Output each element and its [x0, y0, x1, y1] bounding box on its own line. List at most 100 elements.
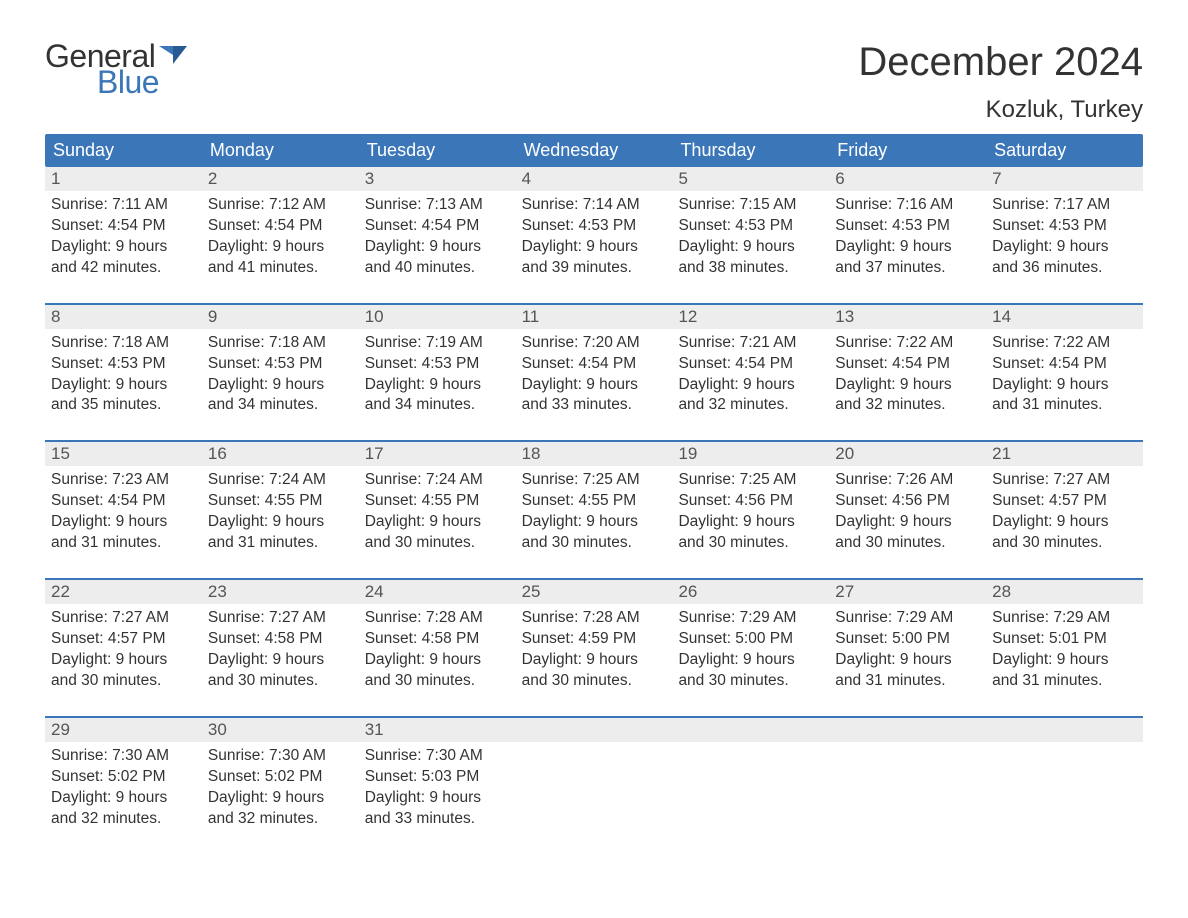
day-cell: 30Sunrise: 7:30 AMSunset: 5:02 PMDayligh… — [202, 718, 359, 840]
day-number: 27 — [829, 580, 986, 604]
day-cell: 12 Sunrise: 7:21 AMSunset: 4:54 PMDayligh… — [672, 305, 829, 427]
sunset-line: Sunset: 4:53 PM — [365, 354, 510, 375]
day-cell: 14 Sunrise: 7:22 AMSunset: 4:54 PMDayligh… — [986, 305, 1143, 427]
sunset-line: Sunset: 4:53 PM — [51, 354, 196, 375]
empty-day-bar — [672, 718, 829, 742]
day-content: Sunrise: 7:21 AMSunset: 4:54 PMDaylight:… — [678, 333, 823, 417]
day-cell: 23Sunrise: 7:27 AMSunset: 4:58 PMDayligh… — [202, 580, 359, 702]
daylight-line: Daylight: 9 hours and 40 minutes. — [365, 237, 510, 279]
sunrise-line: Sunrise: 7:27 AM — [992, 470, 1137, 491]
day-number: 13 — [829, 305, 986, 329]
day-content: Sunrise: 7:18 AMSunset: 4:53 PMDaylight:… — [51, 333, 196, 417]
day-cell: 29Sunrise: 7:30 AMSunset: 5:02 PMDayligh… — [45, 718, 202, 840]
week-row: 1Sunrise: 7:11 AMSunset: 4:54 PMDaylight… — [45, 167, 1143, 289]
sunrise-line: Sunrise: 7:11 AM — [51, 195, 196, 216]
day-cell — [986, 718, 1143, 840]
sunrise-line: Sunrise: 7:29 AM — [992, 608, 1137, 629]
day-number: 12 — [672, 305, 829, 329]
day-number: 20 — [829, 442, 986, 466]
sunrise-line: Sunrise: 7:18 AM — [208, 333, 353, 354]
location-subtitle: Kozluk, Turkey — [858, 96, 1143, 124]
sunrise-line: Sunrise: 7:29 AM — [835, 608, 980, 629]
sunset-line: Sunset: 4:56 PM — [835, 491, 980, 512]
day-number: 14 — [986, 305, 1143, 329]
sunset-line: Sunset: 4:54 PM — [51, 216, 196, 237]
sunrise-line: Sunrise: 7:24 AM — [208, 470, 353, 491]
sunrise-line: Sunrise: 7:21 AM — [678, 333, 823, 354]
day-cell: 18Sunrise: 7:25 AMSunset: 4:55 PMDayligh… — [516, 442, 673, 564]
sunrise-line: Sunrise: 7:25 AM — [522, 470, 667, 491]
sunrise-line: Sunrise: 7:30 AM — [51, 746, 196, 767]
day-content: Sunrise: 7:22 AMSunset: 4:54 PMDaylight:… — [992, 333, 1137, 417]
empty-day-bar — [516, 718, 673, 742]
day-content: Sunrise: 7:25 AMSunset: 4:56 PMDaylight:… — [678, 470, 823, 554]
daylight-line: Daylight: 9 hours and 32 minutes. — [678, 375, 823, 417]
day-number: 19 — [672, 442, 829, 466]
day-number: 8 — [45, 305, 202, 329]
day-cell: 7Sunrise: 7:17 AMSunset: 4:53 PMDaylight… — [986, 167, 1143, 289]
day-number: 24 — [359, 580, 516, 604]
week-row: 22 Sunrise: 7:27 AMSunset: 4:57 PM Dayligh… — [45, 578, 1143, 702]
sunset-line: Sunset: 4:57 PM — [51, 629, 196, 650]
day-header: Wednesday — [516, 134, 673, 167]
daylight-line: Daylight: 9 hours and 32 minutes. — [835, 375, 980, 417]
day-number: 5 — [672, 167, 829, 191]
day-content: Sunrise: 7:16 AMSunset: 4:53 PMDaylight:… — [835, 195, 980, 279]
day-content: Sunrise: 7:15 AMSunset: 4:53 PMDaylight:… — [678, 195, 823, 279]
sunrise-line: Sunrise: 7:30 AM — [365, 746, 510, 767]
daylight-line: Daylight: 9 hours and 42 minutes. — [51, 237, 196, 279]
day-cell: 22Sunrise: 7:27 AMSunset: 4:57 PMDayligh… — [45, 580, 202, 702]
sunrise-line: Sunrise: 7:20 AM — [522, 333, 667, 354]
day-number: 11 — [516, 305, 673, 329]
day-number: 17 — [359, 442, 516, 466]
day-cell — [829, 718, 986, 840]
day-cell: 17 Sunrise: 7:24 AMSunset: 4:55 PMDayligh… — [359, 442, 516, 564]
day-content: Sunrise: 7:14 AMSunset: 4:53 PMDaylight:… — [522, 195, 667, 279]
sunrise-line: Sunrise: 7:22 AM — [992, 333, 1137, 354]
logo-text-blue: Blue — [97, 66, 187, 98]
day-content: Sunrise: 7:13 AMSunset: 4:54 PMDaylight:… — [365, 195, 510, 279]
day-cell: 26Sunrise: 7:29 AMSunset: 5:00 PMDayligh… — [672, 580, 829, 702]
day-cell: 8 Sunrise: 7:18 AMSunset: 4:53 PMDaylight… — [45, 305, 202, 427]
sunrise-line: Sunrise: 7:23 AM — [51, 470, 196, 491]
daylight-line: Daylight: 9 hours and 34 minutes. — [365, 375, 510, 417]
day-header: Saturday — [986, 134, 1143, 167]
sunrise-line: Sunrise: 7:29 AM — [678, 608, 823, 629]
daylight-line: Daylight: 9 hours and 38 minutes. — [678, 237, 823, 279]
day-cell: 21Sunrise: 7:27 AMSunset: 4:57 PMDayligh… — [986, 442, 1143, 564]
sunrise-line: Sunrise: 7:27 AM — [51, 608, 196, 629]
daylight-line: Daylight: 9 hours and 36 minutes. — [992, 237, 1137, 279]
day-number: 4 — [516, 167, 673, 191]
day-cell: 16Sunrise: 7:24 AMSunset: 4:55 PMDayligh… — [202, 442, 359, 564]
daylight-line: Daylight: 9 hours and 30 minutes. — [522, 650, 667, 692]
sunrise-line: Sunrise: 7:19 AM — [365, 333, 510, 354]
day-content: Sunrise: 7:24 AMSunset: 4:55 PMDaylight:… — [365, 470, 510, 554]
day-cell — [516, 718, 673, 840]
daylight-line: Daylight: 9 hours and 30 minutes. — [678, 512, 823, 554]
day-number: 22 — [45, 580, 202, 604]
day-content: Sunrise: 7:17 AMSunset: 4:53 PMDaylight:… — [992, 195, 1137, 279]
day-number: 2 — [202, 167, 359, 191]
day-header-row: SundayMondayTuesdayWednesdayThursdayFrid… — [45, 134, 1143, 167]
sunrise-line: Sunrise: 7:14 AM — [522, 195, 667, 216]
day-cell: 2Sunrise: 7:12 AMSunset: 4:54 PMDaylight… — [202, 167, 359, 289]
sunset-line: Sunset: 5:03 PM — [365, 767, 510, 788]
sunset-line: Sunset: 4:58 PM — [208, 629, 353, 650]
sunrise-line: Sunrise: 7:13 AM — [365, 195, 510, 216]
sunrise-line: Sunrise: 7:22 AM — [835, 333, 980, 354]
sunset-line: Sunset: 4:56 PM — [678, 491, 823, 512]
daylight-line: Daylight: 9 hours and 37 minutes. — [835, 237, 980, 279]
sunset-line: Sunset: 4:54 PM — [365, 216, 510, 237]
day-number: 26 — [672, 580, 829, 604]
sunset-line: Sunset: 5:02 PM — [208, 767, 353, 788]
day-cell: 9Sunrise: 7:18 AMSunset: 4:53 PMDaylight… — [202, 305, 359, 427]
sunrise-line: Sunrise: 7:12 AM — [208, 195, 353, 216]
sunset-line: Sunset: 5:02 PM — [51, 767, 196, 788]
day-content: Sunrise: 7:26 AMSunset: 4:56 PMDaylight:… — [835, 470, 980, 554]
daylight-line: Daylight: 9 hours and 31 minutes. — [208, 512, 353, 554]
day-number: 6 — [829, 167, 986, 191]
sunrise-line: Sunrise: 7:26 AM — [835, 470, 980, 491]
daylight-line: Daylight: 9 hours and 34 minutes. — [208, 375, 353, 417]
day-cell: 20 Sunrise: 7:26 AMSunset: 4:56 PMDayligh… — [829, 442, 986, 564]
calendar: SundayMondayTuesdayWednesdayThursdayFrid… — [45, 134, 1143, 839]
